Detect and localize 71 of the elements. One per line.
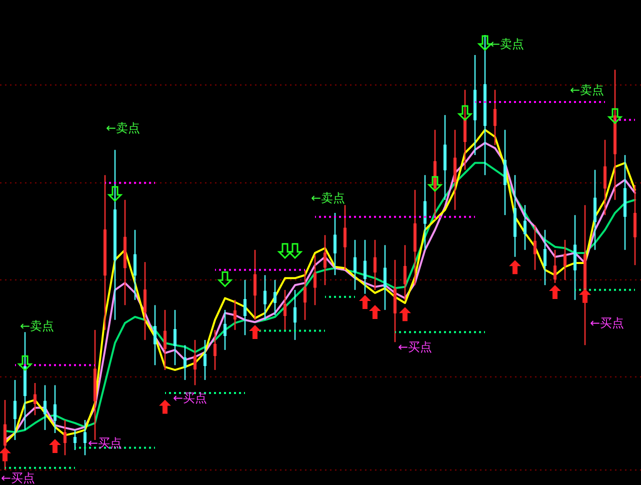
candlestick	[424, 174, 426, 250]
point	[0, 447, 11, 462]
point	[608, 108, 622, 124]
candlestick	[4, 399, 6, 471]
text: ←买点	[1, 471, 36, 485]
candlestick	[194, 339, 196, 386]
point	[288, 243, 302, 259]
point	[478, 35, 492, 51]
point	[428, 176, 442, 192]
candlestick	[294, 289, 296, 341]
candlestick	[304, 269, 306, 321]
candlestick	[214, 329, 216, 371]
annotation: ←买点	[173, 391, 208, 405]
candlestick	[144, 261, 146, 341]
annotation: ←买点	[398, 340, 432, 354]
candlestick	[184, 344, 186, 381]
candlestick	[344, 204, 346, 270]
annotation: ←卖点	[490, 37, 524, 51]
candlestick	[564, 239, 566, 281]
candlestick	[404, 244, 406, 301]
candlestick	[254, 249, 256, 321]
candlestick	[364, 239, 366, 294]
point	[218, 271, 232, 287]
candlestick	[154, 304, 156, 366]
candlestick	[74, 429, 76, 451]
candlestick	[544, 229, 546, 286]
point	[159, 400, 171, 414]
candlestick	[284, 289, 286, 331]
candlestick	[134, 229, 136, 301]
candlestick	[274, 279, 276, 316]
candlestick	[494, 89, 496, 146]
candlestick	[84, 419, 86, 456]
annotation: ←买点	[590, 316, 624, 330]
candlestick	[264, 274, 266, 321]
candlestick	[554, 249, 556, 284]
candlestick	[384, 244, 386, 311]
candlestick	[54, 384, 56, 434]
candlestick	[44, 384, 46, 431]
candlestick	[244, 279, 246, 336]
candlestick	[324, 234, 326, 286]
candlestick	[334, 212, 336, 276]
candlestick	[534, 224, 536, 270]
candlestick	[224, 309, 226, 351]
candlestick	[524, 204, 526, 250]
annotation: ←买点	[88, 436, 122, 450]
point	[278, 243, 292, 259]
candlestick	[174, 309, 176, 366]
annotation: ←卖点	[570, 83, 604, 97]
point	[549, 284, 561, 299]
point	[579, 288, 591, 303]
point	[49, 438, 61, 453]
candlestick	[34, 382, 36, 416]
point	[509, 260, 521, 274]
point	[458, 105, 472, 121]
annotation: ←卖点	[106, 121, 140, 135]
point	[369, 304, 381, 319]
candlestick	[164, 309, 166, 371]
candlestick	[604, 139, 606, 216]
candlestick	[204, 339, 206, 381]
point	[359, 294, 371, 309]
point	[399, 307, 411, 322]
candlestick	[234, 299, 236, 331]
candlestick	[64, 419, 66, 456]
point	[249, 324, 261, 339]
candlestick	[314, 254, 316, 306]
candlestick	[374, 239, 376, 291]
annotation: ←卖点	[311, 191, 346, 205]
point	[108, 186, 122, 202]
candlestick	[354, 239, 356, 291]
candlestick	[14, 379, 16, 441]
annotation: ←卖点	[20, 319, 54, 333]
